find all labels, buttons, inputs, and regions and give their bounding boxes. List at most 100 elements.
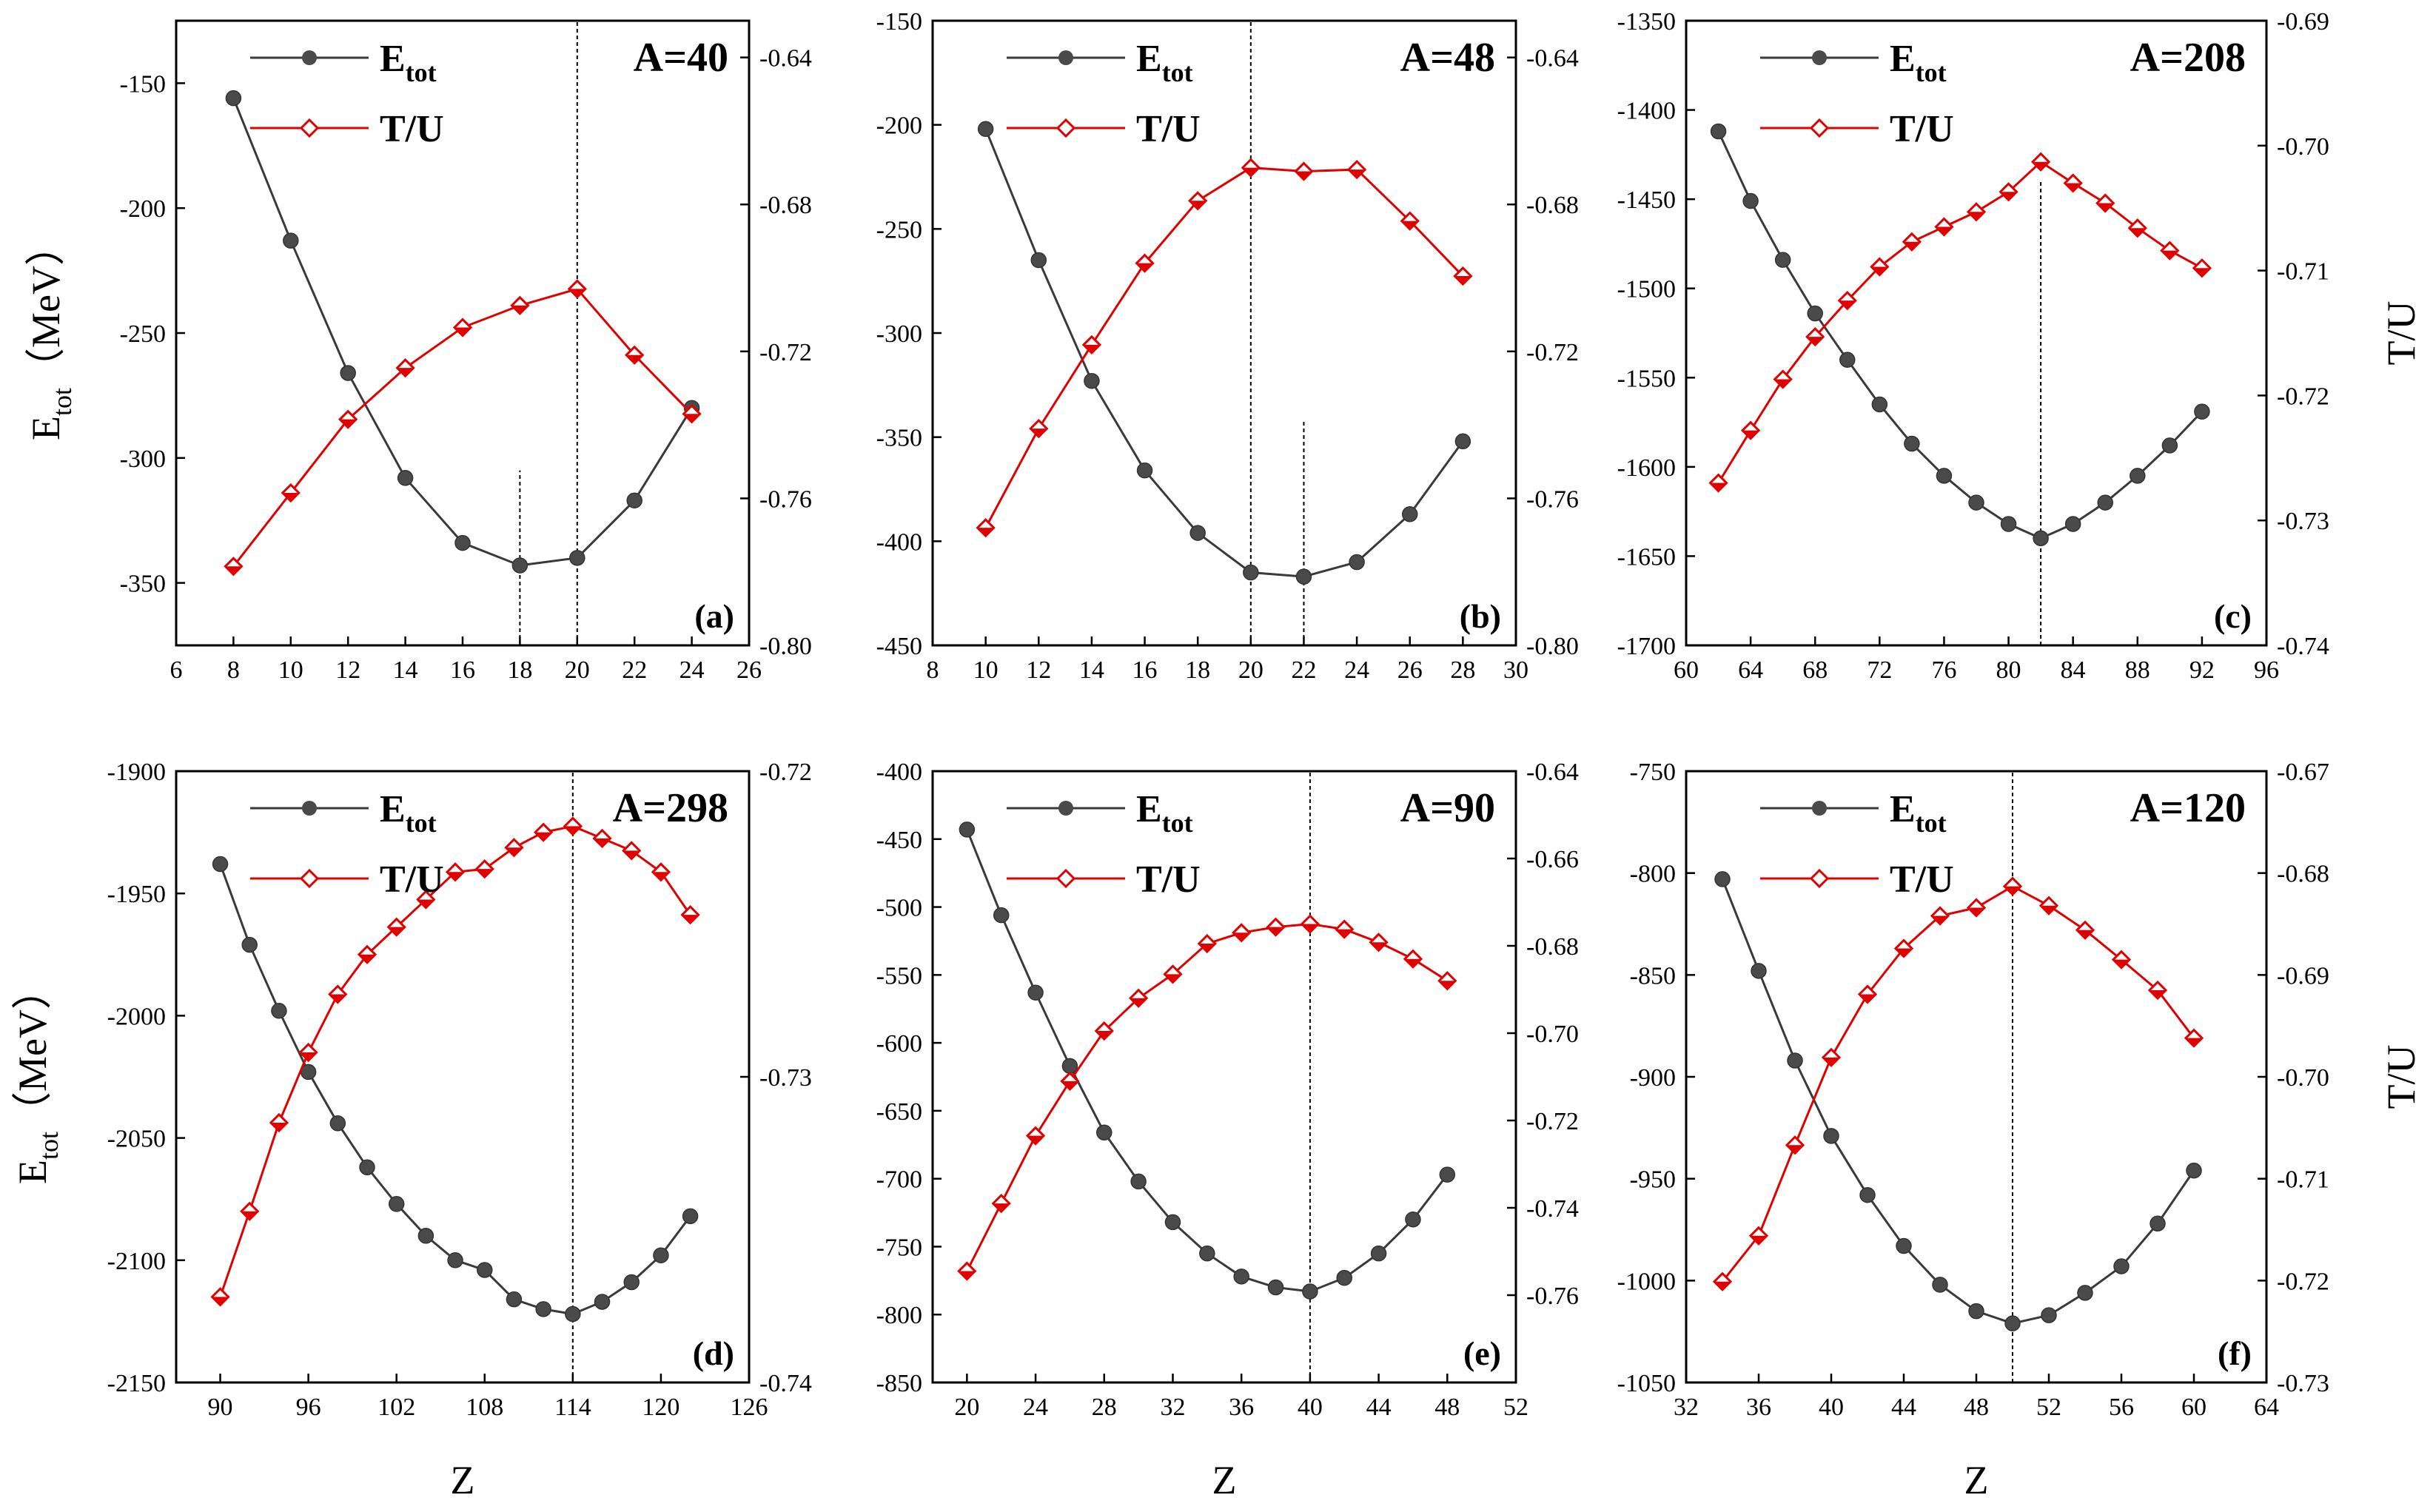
data-point (2186, 1162, 2202, 1179)
data-point (225, 90, 242, 107)
x-tick-label: 32 (1674, 1394, 1699, 1421)
data-point-fill (1401, 221, 1418, 229)
y-tick-label: -400 (876, 759, 922, 786)
data-point-fill (2077, 930, 2093, 938)
x-tick-label: 36 (1229, 1394, 1254, 1421)
y2-tick-label: -0.73 (2277, 1370, 2329, 1397)
y-tick-label: -350 (120, 571, 166, 598)
y-tick-label: -750 (1630, 759, 1676, 786)
x-tick-label: 18 (1185, 656, 1210, 684)
legend-etot-marker (1812, 801, 1827, 816)
y2-tick-label: -0.73 (759, 1064, 812, 1092)
data-point (682, 1208, 699, 1225)
data-point-fill (1807, 337, 1824, 346)
y-tick-label: -600 (876, 1030, 922, 1058)
data-point-fill (2150, 989, 2166, 998)
data-point-fill (1083, 344, 1100, 353)
y2-tick-label: -0.67 (2277, 759, 2329, 786)
panel-f: 32 36 40 44 48 52 56 60 64 -750 -800 -850 -900 -950 -1… (1617, 759, 2329, 1421)
x-tick-label: 96 (296, 1394, 321, 1421)
legend-tu-marker (1056, 868, 1076, 889)
y-tick-label: -350 (876, 425, 922, 452)
y2-tick-label: -0.66 (1526, 846, 1579, 873)
y-tick-label: -1700 (1617, 633, 1676, 660)
data-point (2004, 1315, 2021, 1331)
data-point (1302, 1283, 1318, 1300)
data-point (397, 470, 414, 486)
y2-tick-label: -0.64 (1526, 759, 1579, 786)
legend-tu-marker (299, 868, 320, 889)
data-point-fill (1710, 483, 1727, 491)
y-tick-label: -850 (876, 1370, 922, 1397)
x-tick-label: 90 (208, 1394, 233, 1421)
data-point-fill (683, 414, 700, 423)
x-tick-label: 92 (2189, 656, 2215, 684)
legend-tu-label: T/U (1890, 108, 1954, 150)
data-point (1904, 435, 1920, 452)
y2-tick-label: -0.72 (2277, 1268, 2329, 1295)
panel-b: 8 10 12 14 16 18 20 22 24 26 28 30 -150 -200 -250 -300 -… (876, 8, 1579, 684)
data-point (388, 1196, 405, 1212)
panel-title: A=48 (1400, 35, 1495, 81)
right-axis-label-bottom: T/U (2379, 1045, 2423, 1109)
data-point (623, 1274, 640, 1291)
y-tick-label: -300 (120, 446, 166, 473)
y-tick-label: -2050 (107, 1126, 166, 1153)
y-tick-label: -1500 (1617, 276, 1676, 303)
data-point (212, 856, 229, 873)
y-tick-label: -2000 (107, 1003, 166, 1030)
data-point (2150, 1215, 2166, 1232)
data-point (454, 534, 471, 551)
data-point-fill (1932, 915, 1948, 924)
legend-etot-label: Etot (1136, 38, 1193, 87)
data-point-fill (282, 492, 299, 501)
data-point-fill (1242, 167, 1259, 176)
x-tick-label: 96 (2254, 656, 2279, 684)
data-point-fill (476, 869, 493, 878)
data-point (1199, 1245, 1215, 1262)
data-point (2161, 437, 2178, 454)
x-tick-label: 44 (1891, 1394, 1916, 1421)
y2-tick-label: -0.72 (2277, 383, 2329, 410)
y-tick-label: -450 (876, 633, 922, 660)
data-point-fill (2193, 268, 2210, 277)
data-point (2064, 516, 2081, 532)
data-point (959, 821, 976, 838)
y-tick-label: -800 (876, 1302, 922, 1329)
data-point (1295, 568, 1312, 585)
x-tick-label: 12 (335, 656, 360, 684)
y2-tick-label: -0.68 (1526, 192, 1579, 219)
y-tick-label: -2100 (107, 1248, 166, 1275)
data-point (565, 1306, 581, 1323)
x-tick-label: 20 (954, 1394, 979, 1421)
y-tick-label: -800 (1630, 861, 1676, 888)
y2-tick-label: -0.69 (2277, 8, 2329, 36)
y-tick-label: -700 (876, 1166, 922, 1194)
y-tick-label: -1400 (1617, 98, 1676, 125)
data-point-fill (1968, 212, 1984, 221)
legend-etot-label: Etot (1890, 38, 1947, 87)
data-point (535, 1301, 551, 1317)
data-point-fill (2097, 203, 2114, 212)
data-point (329, 1115, 346, 1132)
y2-tick-label: -0.71 (2277, 1166, 2329, 1194)
panel-a: 6 8 10 12 14 16 18 20 22 24 26 -150 -200 -250 -300 -350… (120, 19, 812, 684)
series-line (984, 128, 1464, 578)
x-tick-label: 52 (1503, 1394, 1528, 1421)
data-point-fill (1839, 300, 1856, 309)
data-point-fill (1198, 944, 1215, 952)
data-point (2033, 530, 2049, 547)
data-point (506, 1291, 523, 1308)
y2-tick-label: -0.80 (759, 633, 812, 660)
y-tick-label: -1600 (1617, 454, 1676, 482)
x-tick-label: 24 (1344, 656, 1369, 684)
left-axis-label-bottom: Etot（MeV） (10, 970, 64, 1184)
data-point (1401, 506, 1418, 523)
legend-etot-label: Etot (380, 38, 437, 87)
y2-tick-label: -0.71 (2277, 258, 2329, 286)
data-point-fill (270, 1122, 287, 1131)
data-point (417, 1228, 434, 1244)
legend-tu-marker (1056, 118, 1076, 138)
legend-tu-label: T/U (380, 859, 444, 901)
x-tick-label: 114 (554, 1394, 591, 1421)
